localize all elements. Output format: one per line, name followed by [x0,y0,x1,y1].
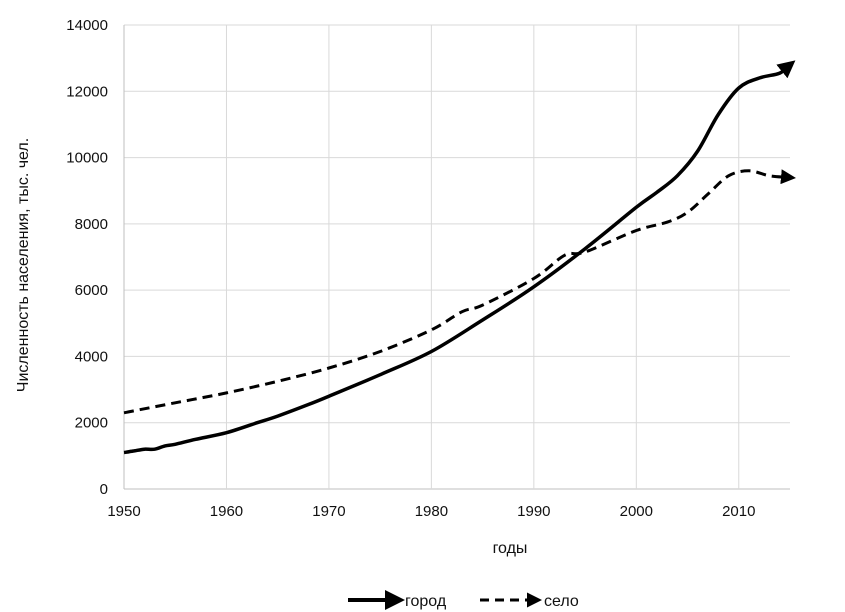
x-tick-label: 1970 [312,503,345,520]
x-tick-label: 1960 [210,503,243,520]
series-lines [123,60,796,455]
y-tick-label: 2000 [75,415,108,432]
y-tick-label: 14000 [66,17,108,34]
y-tick-label: 4000 [75,348,108,365]
x-tick-label: 1980 [415,503,448,520]
x-axis-title: годы [493,540,528,557]
y-tick-label: 0 [100,481,108,498]
y-tick-label: 6000 [75,282,108,299]
legend-label-selo: село [544,593,579,610]
x-tick-label: 2010 [722,503,755,520]
y-axis-title: Численность населения, тыс. чел. [15,138,32,392]
series-line-selo [123,169,796,415]
grid [123,24,790,490]
legend: город село [348,590,579,610]
x-tick-label: 1950 [107,503,140,520]
series-line-gorod [123,60,796,455]
tick-labels: 0 2000 4000 6000 8000 10000 12000 14000 1950 1960… [66,17,755,520]
legend-label-gorod: город [405,593,447,610]
y-tick-label: 12000 [66,83,108,100]
x-tick-label: 1990 [517,503,550,520]
x-tick-label: 2000 [620,503,653,520]
y-tick-label: 10000 [66,150,108,167]
y-tick-label: 8000 [75,216,108,233]
